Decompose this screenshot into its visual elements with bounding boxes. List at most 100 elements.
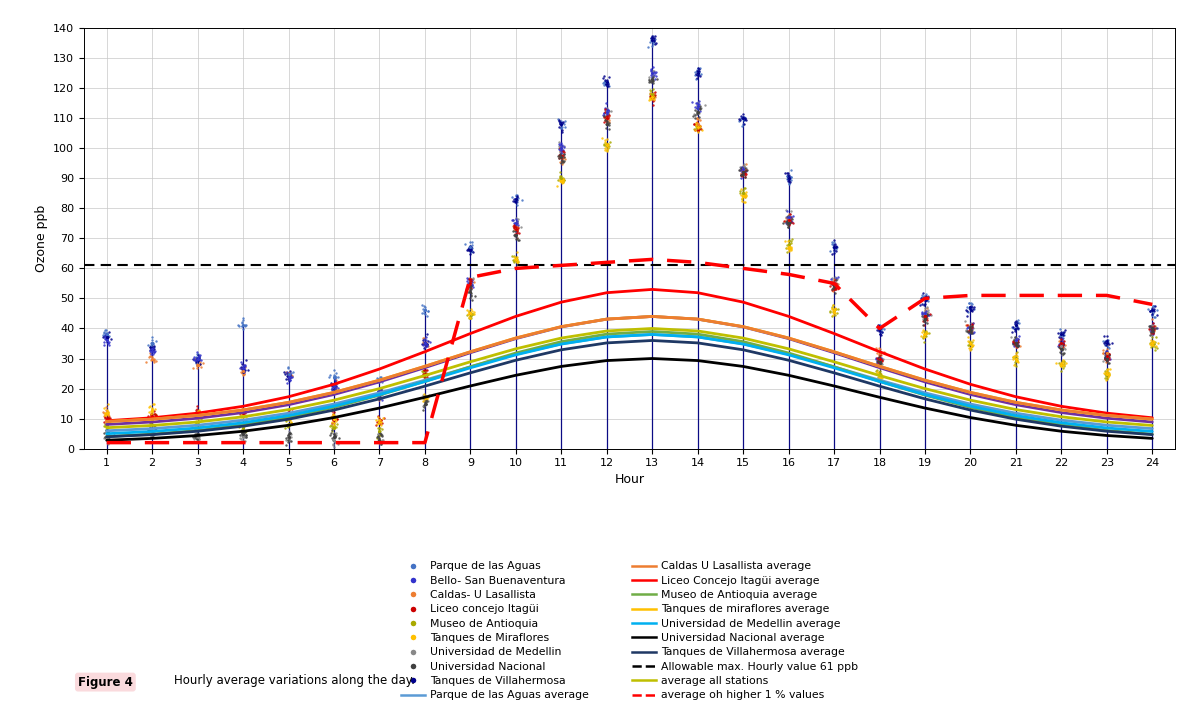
- Point: [143, 344, 162, 355]
- Point: [460, 275, 480, 286]
- Point: [645, 89, 664, 100]
- Point: [323, 438, 342, 449]
- Point: [639, 76, 658, 88]
- Point: [643, 30, 662, 41]
- Point: [1052, 365, 1071, 376]
- Point: [1052, 340, 1071, 351]
- Point: [325, 385, 344, 396]
- Point: [188, 414, 207, 425]
- Point: [416, 390, 435, 402]
- Point: [235, 430, 254, 441]
- Point: [550, 144, 570, 156]
- Point: [550, 156, 570, 167]
- Point: [279, 433, 299, 444]
- Point: [143, 410, 162, 421]
- Point: [460, 240, 480, 252]
- Point: [1006, 326, 1025, 337]
- Point: [415, 391, 434, 402]
- Point: [143, 414, 162, 426]
- Point: [824, 280, 843, 292]
- Point: [326, 379, 345, 390]
- Point: [1099, 369, 1119, 381]
- Point: [917, 313, 936, 325]
- Point: [368, 386, 387, 397]
- Point: [1096, 348, 1115, 359]
- Point: [1144, 339, 1163, 350]
- Point: [1053, 338, 1072, 349]
- Point: [962, 323, 981, 334]
- Point: [96, 328, 115, 339]
- Point: [779, 242, 799, 253]
- Point: [189, 433, 209, 444]
- Point: [1143, 323, 1162, 334]
- Point: [369, 418, 388, 429]
- Point: [866, 343, 885, 354]
- Point: [463, 275, 482, 286]
- Point: [870, 353, 890, 365]
- Point: [553, 156, 572, 168]
- Point: [870, 353, 890, 364]
- Point: [325, 429, 344, 440]
- Point: [734, 113, 753, 124]
- Point: [643, 90, 662, 102]
- Point: [870, 356, 890, 367]
- Point: [324, 417, 343, 428]
- Point: [553, 146, 572, 157]
- Point: [1139, 304, 1158, 315]
- Point: [323, 379, 342, 390]
- Point: [916, 310, 935, 321]
- Point: [915, 309, 934, 320]
- Point: [554, 156, 573, 167]
- Point: [1007, 317, 1026, 328]
- Point: [369, 395, 388, 406]
- Point: [415, 369, 434, 381]
- Point: [646, 66, 665, 77]
- Point: [507, 261, 526, 273]
- Point: [140, 348, 159, 359]
- Point: [188, 355, 207, 367]
- Point: [146, 355, 165, 367]
- Point: [962, 327, 981, 339]
- Point: [234, 423, 253, 434]
- Point: [1093, 336, 1113, 347]
- Point: [960, 303, 980, 314]
- Point: [325, 431, 344, 442]
- Point: [1143, 323, 1162, 334]
- Point: [236, 426, 255, 437]
- Point: [234, 367, 253, 378]
- Point: [189, 416, 209, 427]
- Point: [415, 368, 434, 379]
- Point: [914, 333, 933, 344]
- Point: [735, 168, 754, 179]
- Point: [100, 417, 119, 428]
- Point: [733, 165, 752, 176]
- Point: [552, 123, 571, 134]
- Point: [1144, 320, 1163, 332]
- Point: [600, 141, 619, 152]
- Point: [233, 423, 252, 435]
- Point: [775, 168, 794, 179]
- Point: [234, 420, 253, 431]
- Point: [326, 372, 345, 383]
- Point: [914, 325, 933, 336]
- Point: [958, 321, 977, 332]
- Point: [98, 421, 118, 433]
- Point: [98, 421, 118, 433]
- Point: [235, 368, 254, 379]
- Point: [1139, 320, 1158, 331]
- Point: [1053, 337, 1072, 348]
- Point: [465, 276, 484, 287]
- Point: [186, 416, 205, 427]
- Point: [821, 278, 840, 290]
- Point: [187, 409, 206, 420]
- Point: [596, 103, 615, 114]
- Point: [326, 381, 345, 392]
- Point: [824, 278, 843, 289]
- Point: [188, 353, 207, 364]
- Point: [1144, 338, 1163, 349]
- Point: [234, 362, 253, 373]
- Point: [460, 278, 480, 290]
- Point: [189, 405, 209, 416]
- Y-axis label: Ozone ppb: Ozone ppb: [35, 205, 48, 272]
- Point: [1097, 354, 1116, 365]
